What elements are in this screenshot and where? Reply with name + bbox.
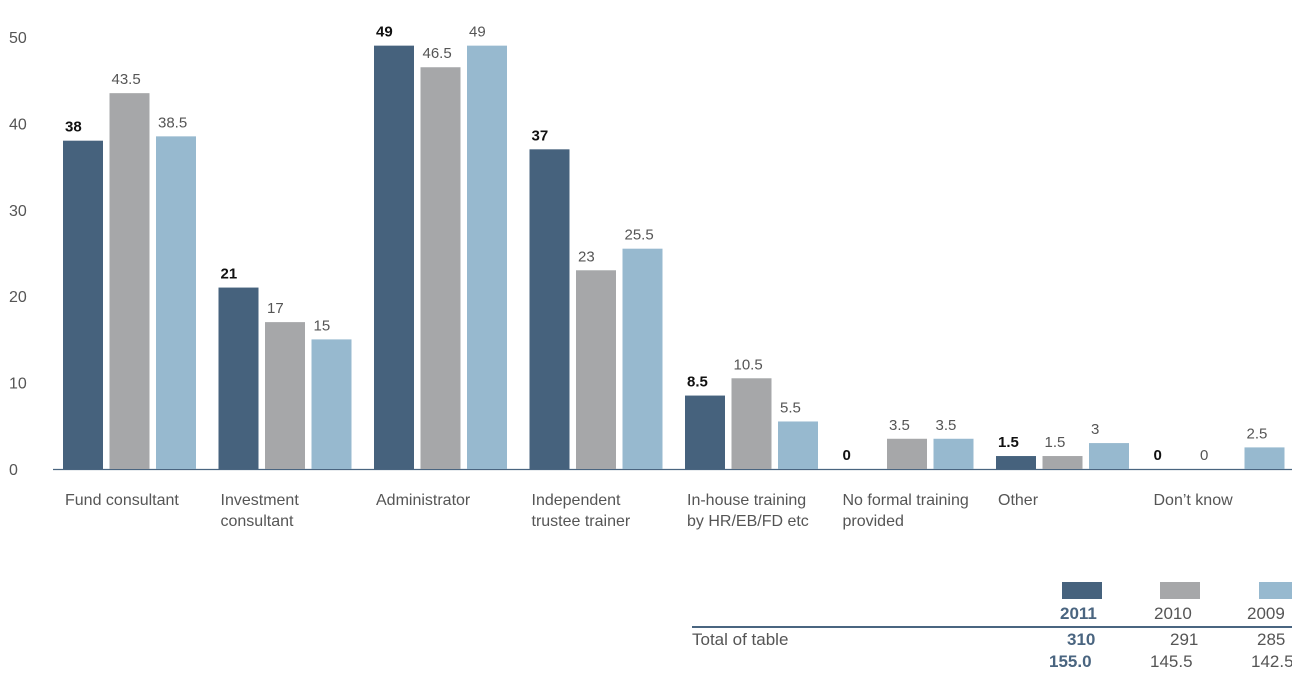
legend-row-label: Total of table [692, 630, 789, 649]
category-label: Other [998, 492, 1039, 509]
bar-value-label: 5.5 [780, 399, 801, 416]
bar-value-label: 49 [469, 24, 486, 41]
bar-value-label: 10.5 [734, 356, 763, 373]
legend-half-2009: 142.5 [1251, 652, 1292, 671]
bar-value-label: 2.5 [1247, 425, 1268, 442]
legend-year-2010: 2010 [1154, 604, 1192, 623]
category-label: Independent trustee trainer [531, 492, 631, 530]
bar-2009 [622, 248, 663, 469]
bar-2009 [311, 339, 352, 469]
bar-value-label: 3 [1091, 421, 1099, 438]
bar-value-label: 17 [267, 300, 284, 317]
bar-2009 [1089, 443, 1129, 469]
bar-value-label: 25.5 [625, 227, 654, 244]
bar-value-label: 0 [1154, 447, 1162, 464]
legend-total-2010: 291 [1170, 630, 1199, 649]
bar-2010 [887, 438, 927, 469]
legend-swatch-2010 [1160, 582, 1200, 599]
category-label: Fund consultant [65, 492, 179, 509]
bar-2011 [63, 140, 103, 469]
bar-value-label: 15 [314, 317, 331, 334]
bar-value-label: 1.5 [1045, 434, 1066, 451]
category-label: Don’t know [1153, 492, 1233, 509]
bar-2010 [731, 378, 772, 469]
bar-chart: 010203040503843.538.52117154946.54937232… [9, 24, 1292, 479]
legend-swatch-2011 [1062, 582, 1102, 599]
category-label: Investment consultant [220, 492, 299, 530]
legend-half-2011: 155.0 [1049, 652, 1092, 671]
bar-2009 [778, 421, 818, 469]
y-tick-label: 40 [9, 116, 27, 133]
category-label: No formal training provided [842, 492, 969, 530]
bar-2011 [218, 287, 259, 469]
bar-value-label: 1.5 [998, 434, 1019, 451]
bar-2010 [420, 67, 461, 470]
bar-value-label: 38.5 [158, 114, 187, 131]
bar-2011 [996, 456, 1036, 469]
bar-2009 [933, 438, 974, 469]
bar-value-label: 8.5 [687, 374, 708, 391]
bar-2010 [576, 270, 616, 469]
bar-value-label: 23 [578, 248, 595, 265]
y-tick-label: 10 [9, 376, 27, 393]
legend-rule [692, 626, 1292, 628]
legend-half-2010: 145.5 [1150, 652, 1193, 671]
bar-2011 [529, 149, 570, 469]
bar-value-label: 0 [843, 447, 851, 464]
y-tick-label: 30 [9, 203, 27, 220]
bar-value-label: 38 [65, 119, 82, 136]
y-tick-label: 20 [9, 289, 27, 306]
bar-2009 [156, 136, 196, 470]
y-tick-label: 0 [9, 462, 18, 479]
y-tick-label: 50 [9, 30, 27, 47]
bar-value-label: 3.5 [936, 417, 957, 434]
bar-2010 [109, 93, 150, 469]
bar-value-label: 37 [532, 127, 549, 144]
bar-value-label: 21 [221, 266, 238, 283]
bar-2009 [1244, 447, 1285, 469]
bar-value-label: 0 [1200, 447, 1208, 464]
bar-2010 [265, 322, 305, 469]
bar-2009 [467, 45, 507, 469]
bar-value-label: 49 [376, 24, 393, 41]
bar-2011 [685, 395, 725, 469]
legend-table: 2011 2010 2009 Total of table 310 291 28… [690, 582, 1292, 673]
category-label: Administrator [376, 492, 471, 509]
bar-value-label: 3.5 [889, 417, 910, 434]
legend-year-2009: 2009 [1247, 604, 1285, 623]
legend-total-2011: 310 [1067, 630, 1096, 649]
legend-swatch-2009 [1259, 582, 1292, 599]
bar-value-label: 46.5 [423, 45, 452, 62]
legend-year-2011: 2011 [1060, 604, 1097, 623]
legend-total-2009: 285 [1257, 630, 1286, 649]
category-label: In-house training by HR/EB/FD etc [687, 492, 809, 530]
bar-2010 [1042, 456, 1083, 469]
bar-2011 [374, 45, 414, 469]
bar-value-label: 43.5 [112, 71, 141, 88]
